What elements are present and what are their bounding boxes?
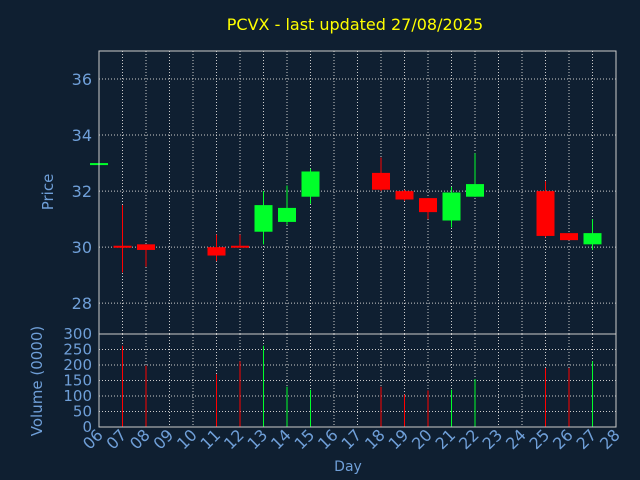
candle-14 xyxy=(278,185,296,225)
price-y-tick-label: 30 xyxy=(72,238,92,257)
candle-26 xyxy=(560,233,578,241)
candle-body xyxy=(536,191,555,236)
candle-08 xyxy=(137,244,155,267)
candle-12 xyxy=(231,234,249,248)
volume-grid xyxy=(98,333,617,428)
candle-07 xyxy=(113,205,132,273)
candle-body xyxy=(278,207,296,222)
candle-body xyxy=(113,245,132,248)
candle-body xyxy=(560,233,578,241)
candle-body xyxy=(137,244,155,250)
volume-axis-label: Volume (0000) xyxy=(28,326,46,436)
volume-y-tick-label: 100 xyxy=(63,387,92,405)
candle-21 xyxy=(442,186,461,228)
x-ticks: 0607080910111213141516171819202122232425… xyxy=(79,425,624,453)
volume-y-tick-label: 300 xyxy=(63,325,92,343)
volume-y-tick-label: 150 xyxy=(63,372,92,390)
volume-plot-frame xyxy=(98,333,617,428)
candle-body xyxy=(419,198,437,213)
candle-body xyxy=(395,191,414,200)
candle-15 xyxy=(301,168,320,204)
candle-body xyxy=(442,192,461,221)
candle-body xyxy=(301,171,320,197)
candle-body xyxy=(254,205,273,232)
candle-25 xyxy=(536,181,555,238)
price-panel: 28 30 32 34 36 Price xyxy=(39,50,617,335)
candle-body xyxy=(231,245,249,248)
x-axis-label: Day xyxy=(334,459,362,475)
x-tick-label: 28 xyxy=(596,425,624,453)
candle-body xyxy=(583,233,602,245)
candle-body xyxy=(372,172,390,190)
volume-y-tick-label: 0 xyxy=(82,418,92,436)
candle-body xyxy=(466,184,484,197)
chart-title: PCVX - last updated 27/08/2025 xyxy=(227,15,483,34)
candle-13 xyxy=(254,191,273,245)
candle-22 xyxy=(466,153,484,197)
price-y-tick-label: 32 xyxy=(72,182,92,201)
price-y-tick-label: 36 xyxy=(72,70,92,89)
price-axis-label: Price xyxy=(39,174,57,211)
candles xyxy=(90,153,602,273)
candle-body xyxy=(207,247,226,256)
candle-20 xyxy=(419,198,437,220)
candle-27 xyxy=(583,219,602,250)
candle-11 xyxy=(207,234,226,262)
price-y-ticks: 28 30 32 34 36 xyxy=(72,70,92,313)
volume-y-tick-label: 250 xyxy=(63,341,92,359)
volume-bars xyxy=(122,345,593,427)
price-y-tick-label: 28 xyxy=(72,294,92,313)
volume-y-tick-label: 200 xyxy=(63,356,92,374)
candle-18 xyxy=(372,157,390,192)
price-y-tick-label: 34 xyxy=(72,126,92,145)
candle-19 xyxy=(395,189,414,201)
volume-y-tick-label: 50 xyxy=(73,403,92,421)
